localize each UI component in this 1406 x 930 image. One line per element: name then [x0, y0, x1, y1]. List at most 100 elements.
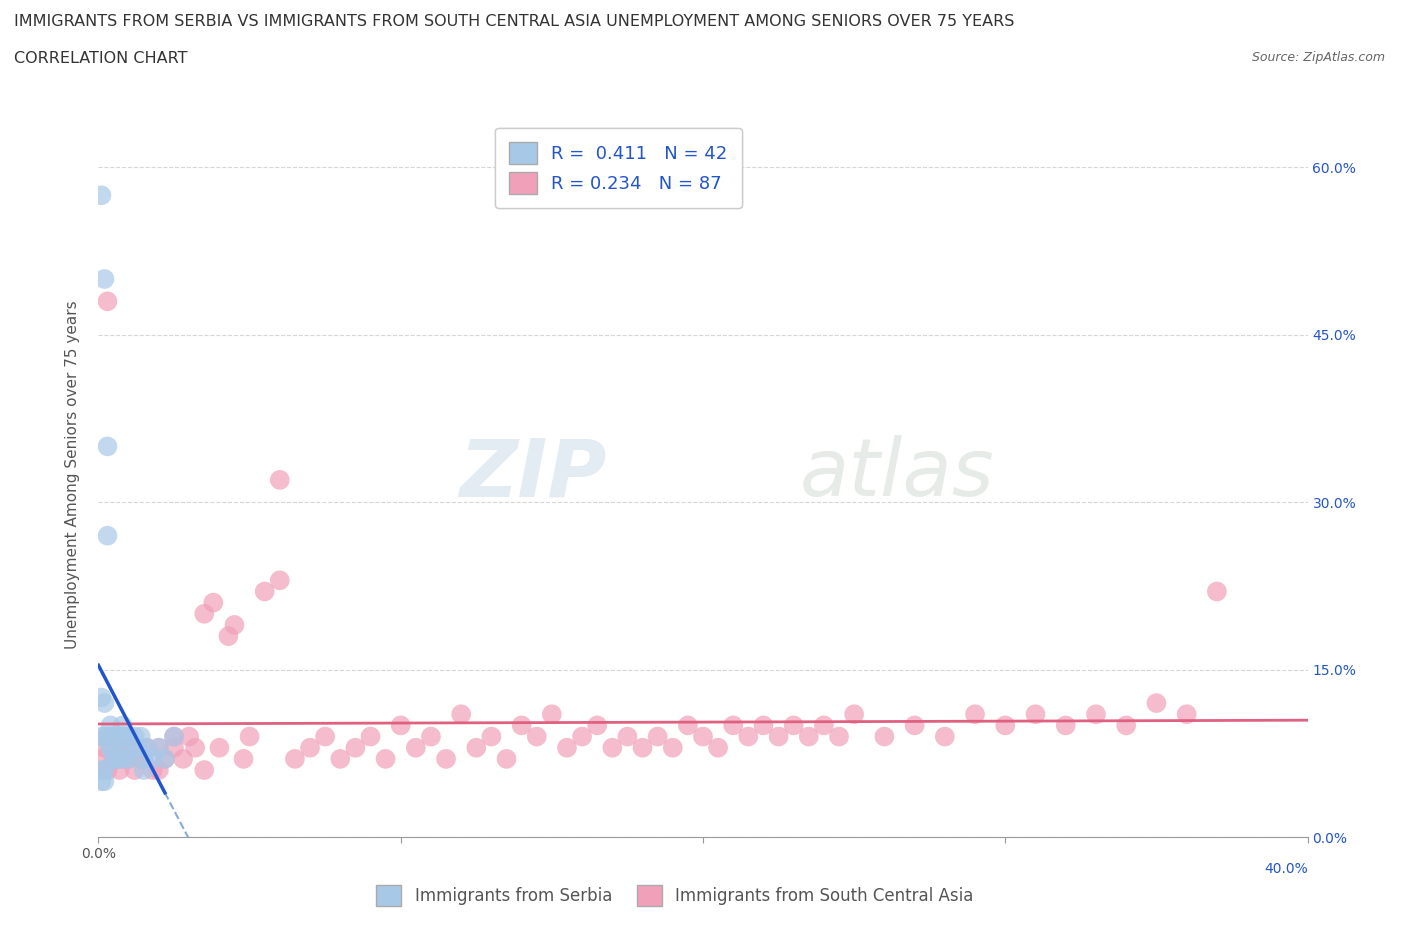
Point	[93, 740, 115, 755]
Point	[111, 718, 134, 733]
Point	[96, 763, 118, 777]
Point	[586, 718, 609, 733]
Point	[797, 729, 820, 744]
Point	[269, 472, 291, 487]
Point	[420, 729, 443, 744]
Point	[127, 740, 149, 755]
Point	[314, 729, 336, 744]
Point	[1115, 718, 1137, 733]
Point	[105, 751, 128, 766]
Point	[96, 729, 118, 744]
Point	[994, 718, 1017, 733]
Point	[676, 718, 699, 733]
Point	[1085, 707, 1108, 722]
Point	[965, 707, 987, 722]
Point	[90, 729, 112, 744]
Point	[124, 729, 146, 744]
Point	[344, 740, 367, 755]
Y-axis label: Unemployment Among Seniors over 75 years: Unemployment Among Seniors over 75 years	[65, 300, 80, 648]
Point	[114, 751, 136, 766]
Point	[239, 729, 262, 744]
Point	[93, 272, 115, 286]
Point	[232, 751, 254, 766]
Point	[129, 729, 152, 744]
Point	[163, 740, 186, 755]
Point	[100, 718, 122, 733]
Point	[108, 763, 131, 777]
Point	[129, 751, 152, 766]
Point	[752, 718, 775, 733]
Point	[114, 729, 136, 744]
Point	[737, 729, 759, 744]
Point	[873, 729, 896, 744]
Point	[571, 729, 593, 744]
Point	[647, 729, 669, 744]
Point	[616, 729, 638, 744]
Text: 40.0%: 40.0%	[1264, 862, 1308, 876]
Point	[96, 729, 118, 744]
Point	[93, 729, 115, 744]
Point	[526, 729, 548, 744]
Point	[904, 718, 927, 733]
Point	[148, 740, 170, 755]
Point	[90, 751, 112, 766]
Point	[389, 718, 412, 733]
Point	[148, 763, 170, 777]
Point	[135, 740, 157, 755]
Point	[269, 573, 291, 588]
Point	[224, 618, 246, 632]
Point	[114, 740, 136, 755]
Point	[1054, 718, 1077, 733]
Point	[90, 763, 112, 777]
Point	[631, 740, 654, 755]
Point	[96, 439, 118, 454]
Point	[208, 740, 231, 755]
Point	[360, 729, 382, 744]
Point	[111, 729, 134, 744]
Point	[934, 729, 956, 744]
Point	[93, 774, 115, 789]
Point	[96, 294, 118, 309]
Point	[105, 740, 128, 755]
Point	[153, 751, 176, 766]
Point	[93, 696, 115, 711]
Point	[142, 751, 165, 766]
Point	[813, 718, 835, 733]
Point	[723, 718, 745, 733]
Point	[90, 774, 112, 789]
Point	[405, 740, 427, 755]
Point	[434, 751, 457, 766]
Point	[193, 763, 215, 777]
Point	[121, 740, 143, 755]
Point	[118, 729, 141, 744]
Point	[707, 740, 730, 755]
Point	[172, 751, 194, 766]
Point	[828, 729, 851, 744]
Legend: Immigrants from Serbia, Immigrants from South Central Asia: Immigrants from Serbia, Immigrants from …	[370, 879, 980, 912]
Point	[111, 740, 134, 755]
Point	[93, 763, 115, 777]
Point	[163, 729, 186, 744]
Point	[495, 751, 517, 766]
Text: CORRELATION CHART: CORRELATION CHART	[14, 51, 187, 66]
Point	[1206, 584, 1229, 599]
Text: Source: ZipAtlas.com: Source: ZipAtlas.com	[1251, 51, 1385, 64]
Point	[100, 740, 122, 755]
Point	[118, 740, 141, 755]
Point	[135, 740, 157, 755]
Legend: R =  0.411   N = 42, R = 0.234   N = 87: R = 0.411 N = 42, R = 0.234 N = 87	[495, 128, 742, 208]
Point	[481, 729, 503, 744]
Point	[90, 188, 112, 203]
Point	[96, 528, 118, 543]
Point	[465, 740, 488, 755]
Point	[299, 740, 322, 755]
Point	[148, 740, 170, 755]
Text: IMMIGRANTS FROM SERBIA VS IMMIGRANTS FROM SOUTH CENTRAL ASIA UNEMPLOYMENT AMONG : IMMIGRANTS FROM SERBIA VS IMMIGRANTS FRO…	[14, 14, 1015, 29]
Point	[132, 763, 155, 777]
Point	[100, 740, 122, 755]
Point	[111, 751, 134, 766]
Text: ZIP: ZIP	[458, 435, 606, 513]
Point	[661, 740, 683, 755]
Point	[105, 729, 128, 744]
Point	[692, 729, 714, 744]
